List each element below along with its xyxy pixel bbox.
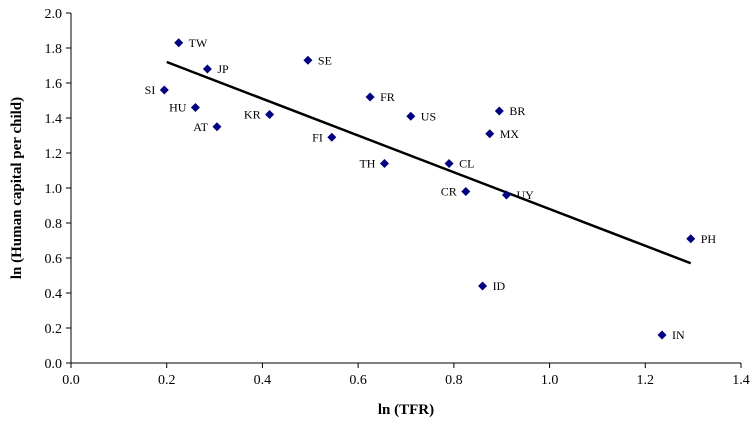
point-hu <box>190 103 200 112</box>
point-si <box>159 85 169 95</box>
point-label-in: IN <box>672 328 685 342</box>
x-tick-label: 0.6 <box>349 373 367 388</box>
x-tick-label: 0.4 <box>254 373 272 388</box>
point-label-ph: PH <box>701 232 717 246</box>
y-axis-ticks: 0.0 0.2 0.4 0.6 0.8 1.0 1.2 1.4 1.6 1.8 2.0 <box>45 7 71 372</box>
point-br <box>494 106 504 116</box>
point-mx <box>485 129 495 139</box>
point-tw <box>174 38 184 48</box>
point-label-si: SI <box>145 83 156 97</box>
x-tick-label: 0.0 <box>62 373 80 388</box>
point-label-kr: KR <box>244 108 261 122</box>
point-th <box>379 159 389 168</box>
point-label-se: SE <box>318 53 332 67</box>
point-cr <box>461 187 471 196</box>
point-us <box>406 111 416 121</box>
x-axis-title: ln (TFR) <box>378 402 434 418</box>
y-tick-label: 0.0 <box>45 357 63 372</box>
y-tick-label: 1.8 <box>45 42 63 57</box>
x-axis-ticks: 0.0 0.2 0.4 0.6 0.8 1.0 1.2 1.4 <box>62 363 750 388</box>
point-jp <box>202 64 212 74</box>
point-cl <box>444 159 454 168</box>
y-tick-label: 1.6 <box>45 77 63 92</box>
y-tick-label: 0.8 <box>45 217 63 232</box>
y-tick-label: 1.2 <box>45 147 63 162</box>
y-tick-label: 2.0 <box>45 7 63 22</box>
y-tick-label: 1.4 <box>45 112 63 127</box>
point-label-cr: CR <box>441 185 457 199</box>
point-se <box>303 55 313 65</box>
y-tick-label: 0.6 <box>45 252 63 267</box>
point-label-us: US <box>421 109 436 123</box>
y-tick-label: 0.4 <box>45 287 63 302</box>
point-uy <box>502 190 511 200</box>
point-label-th: TH <box>359 157 375 171</box>
point-kr <box>265 110 275 119</box>
point-fi <box>327 132 337 142</box>
point-label-fi: FI <box>312 130 323 144</box>
point-in <box>657 330 667 340</box>
x-tick-label: 0.2 <box>158 373 176 388</box>
point-label-uy: UY <box>517 188 535 202</box>
trendline <box>166 60 692 265</box>
point-label-tw: TW <box>189 36 208 50</box>
y-tick-label: 1.0 <box>45 182 63 197</box>
point-label-hu: HU <box>169 101 187 115</box>
x-tick-label: 1.4 <box>732 373 750 388</box>
y-tick-label: 0.2 <box>45 322 63 337</box>
point-label-fr: FR <box>380 90 395 104</box>
point-fr <box>365 92 375 102</box>
x-tick-label: 1.0 <box>541 373 559 388</box>
axes <box>70 13 741 364</box>
x-tick-label: 1.2 <box>637 373 655 388</box>
point-label-at: AT <box>193 120 208 134</box>
point-label-jp: JP <box>217 62 229 76</box>
point-label-id: ID <box>493 279 506 293</box>
y-axis-title: ln (Human capital per child) <box>9 97 25 279</box>
point-ph <box>686 234 696 244</box>
x-tick-label: 0.8 <box>445 373 463 388</box>
point-label-cl: CL <box>459 157 474 171</box>
point-id <box>478 281 488 291</box>
point-label-mx: MX <box>500 127 520 141</box>
point-at <box>212 122 222 132</box>
point-label-br: BR <box>509 104 525 118</box>
